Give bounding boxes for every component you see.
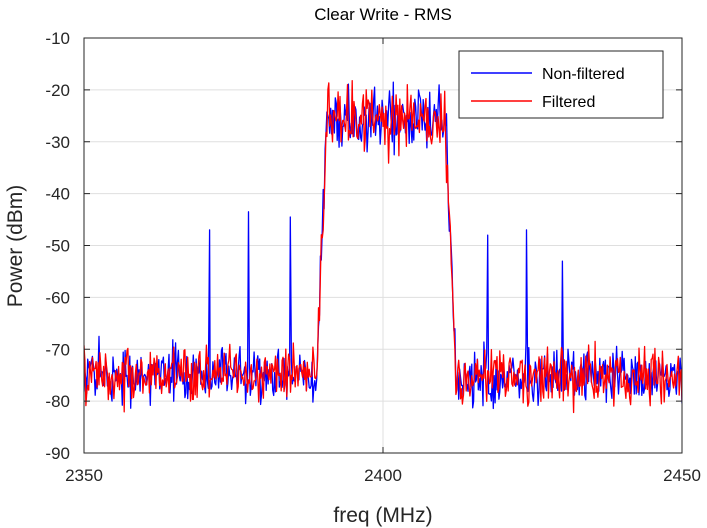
y-tick-label: -20 bbox=[45, 81, 70, 100]
legend-label-filtered: Filtered bbox=[542, 94, 595, 111]
x-axis-label: freq (MHz) bbox=[333, 504, 432, 527]
y-tick-label: -10 bbox=[45, 29, 70, 48]
x-tick-label: 2350 bbox=[65, 466, 103, 485]
y-tick-label: -50 bbox=[45, 237, 70, 256]
x-tick-label: 2400 bbox=[364, 466, 402, 485]
chart-title: Clear Write - RMS bbox=[314, 5, 452, 24]
legend-label-non-filtered: Non-filtered bbox=[542, 66, 625, 83]
x-tick-label: 2450 bbox=[663, 466, 701, 485]
y-tick-label: -40 bbox=[45, 185, 70, 204]
legend-box bbox=[458, 50, 664, 119]
y-tick-label: -60 bbox=[45, 288, 70, 307]
axis-ticks: -90 -80 -70 -60 -50 -40 -30 -20 -10 2350 2400 2450 bbox=[45, 29, 700, 485]
legend: Non-filtered Filtered bbox=[458, 50, 664, 119]
series-layer bbox=[84, 80, 682, 414]
y-tick-label: -30 bbox=[45, 133, 70, 152]
y-tick-label: -80 bbox=[45, 392, 70, 411]
y-tick-label: -70 bbox=[45, 340, 70, 359]
y-axis-label: Power (dBm) bbox=[4, 185, 27, 308]
series-line-filtered bbox=[84, 80, 682, 414]
y-tick-label: -90 bbox=[45, 444, 70, 463]
